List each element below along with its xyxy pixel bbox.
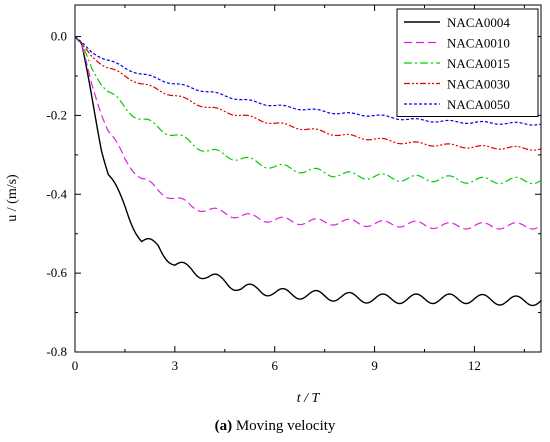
series-line-naca0015 [74,36,542,185]
x-tick-label: 0 [72,358,79,373]
series-layer [74,36,542,307]
y-tick-label: -0.4 [46,186,67,201]
series-line-naca0004 [74,36,542,307]
caption-label: (a) [214,418,233,434]
figure-caption: (a) Moving velocity [0,418,550,435]
x-axis-label: t / T [297,391,321,406]
legend-label-naca0010: NACA0010 [447,36,510,51]
y-tick-label: -0.2 [46,107,67,122]
x-tick-label: 6 [271,358,278,373]
y-tick-label: 0.0 [51,29,67,44]
series-line-naca0050 [74,36,542,126]
y-tick-label: -0.8 [46,344,67,359]
legend-label-naca0004: NACA0004 [447,15,510,30]
legend-label-naca0030: NACA0030 [447,77,510,92]
caption-text: Moving velocity [235,418,336,434]
y-axis-label: u / (m/s) [5,174,20,222]
plot-frame [74,4,542,353]
x-tick-label: 3 [172,358,179,373]
series-line-naca0030 [74,36,542,151]
y-tick-label: -0.6 [46,265,67,280]
legend-label-naca0050: NACA0050 [447,97,510,112]
chart: 0 3 6 9 120.0-0.2-0.4-0.6-0.8 NACA0004NACA00… [5,4,542,406]
series-line-naca0010 [74,36,542,230]
x-tick-label: 12 [468,358,481,373]
x-tick-label: 9 [371,358,378,373]
legend-label-naca0015: NACA0015 [447,56,510,71]
legend: NACA0004 NACA0010 NACA0015 NACA0030 NACA0050 [396,8,539,117]
